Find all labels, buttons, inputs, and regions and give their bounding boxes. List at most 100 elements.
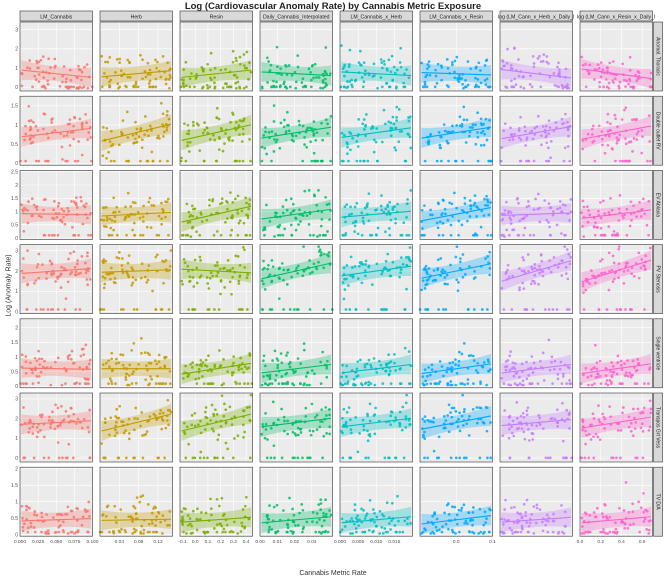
data-point <box>302 348 306 352</box>
data-point <box>37 381 40 385</box>
data-point <box>276 359 280 362</box>
data-point <box>296 426 300 430</box>
data-point <box>522 216 526 220</box>
data-point <box>212 412 215 416</box>
data-point <box>568 366 571 370</box>
data-point <box>632 274 636 278</box>
data-point <box>461 159 464 163</box>
data-point <box>108 56 112 59</box>
data-point <box>314 530 318 534</box>
regression-line <box>341 363 412 374</box>
data-point <box>548 75 552 79</box>
data-point <box>609 122 612 126</box>
data-point <box>245 85 248 89</box>
data-point <box>325 72 329 76</box>
data-point <box>77 86 80 90</box>
regression-line <box>341 417 412 428</box>
data-point <box>649 407 653 411</box>
data-point <box>296 524 300 527</box>
data-point <box>188 77 192 81</box>
data-point <box>266 81 269 84</box>
data-point <box>144 378 148 382</box>
data-point <box>226 85 229 89</box>
data-point <box>263 266 266 270</box>
data-point <box>238 159 241 163</box>
data-point <box>548 368 552 372</box>
data-point <box>186 123 190 127</box>
data-point <box>198 233 202 237</box>
data-point <box>552 129 556 133</box>
data-point <box>105 218 109 222</box>
data-point <box>311 510 315 514</box>
data-point <box>160 201 163 205</box>
data-point <box>392 122 396 126</box>
data-point <box>84 510 88 513</box>
data-point <box>186 264 190 268</box>
data-point <box>280 73 284 77</box>
data-point <box>215 116 219 120</box>
data-point <box>537 192 540 196</box>
data-point <box>46 79 49 83</box>
facet-panel <box>499 318 573 389</box>
regression-line <box>21 420 92 425</box>
data-point <box>462 342 466 345</box>
data-point <box>451 215 454 218</box>
regression-line <box>501 68 572 79</box>
panel-border <box>179 95 253 166</box>
data-point <box>533 282 537 285</box>
facet-panel <box>579 392 653 463</box>
data-point <box>423 368 427 371</box>
data-point <box>550 417 554 420</box>
data-point <box>611 233 614 237</box>
data-point <box>296 54 300 57</box>
data-point <box>135 496 139 499</box>
data-point <box>41 263 44 266</box>
data-point <box>146 72 150 76</box>
data-point <box>42 84 45 88</box>
data-point <box>115 205 119 209</box>
data-point <box>465 118 469 122</box>
data-point <box>248 353 252 356</box>
data-point <box>520 383 524 387</box>
data-point <box>628 224 632 228</box>
data-point <box>325 375 329 379</box>
data-point <box>133 233 137 237</box>
data-point <box>468 414 471 418</box>
data-point <box>485 77 489 81</box>
data-point <box>423 204 426 208</box>
panel-border <box>259 95 333 166</box>
data-point <box>350 517 354 520</box>
data-point <box>472 308 476 311</box>
data-point <box>580 516 584 520</box>
data-point <box>520 217 524 221</box>
data-point <box>371 75 375 78</box>
data-point <box>121 257 124 260</box>
data-point <box>623 108 626 112</box>
data-point <box>547 308 551 311</box>
regression-line <box>181 268 252 274</box>
data-point <box>550 355 554 359</box>
data-point <box>224 408 228 412</box>
data-point <box>432 449 436 453</box>
data-point <box>380 140 384 144</box>
data-point <box>50 121 54 124</box>
data-point <box>24 208 28 211</box>
data-point <box>130 283 134 287</box>
data-point <box>80 255 84 258</box>
regression-line <box>581 259 652 283</box>
data-point <box>613 233 617 237</box>
data-point <box>296 357 300 360</box>
y-tick-label: 3 <box>15 248 18 254</box>
data-point <box>213 76 216 80</box>
data-point <box>157 134 160 138</box>
data-point <box>468 199 472 202</box>
data-point <box>629 308 632 311</box>
data-point <box>322 308 326 311</box>
data-point <box>473 270 476 273</box>
data-point <box>72 250 76 254</box>
data-point <box>315 76 318 79</box>
x-tick-label: 0.00 <box>255 539 265 545</box>
data-point <box>624 142 628 146</box>
x-tick-label: 0.1 <box>205 539 212 545</box>
data-point <box>262 259 265 263</box>
